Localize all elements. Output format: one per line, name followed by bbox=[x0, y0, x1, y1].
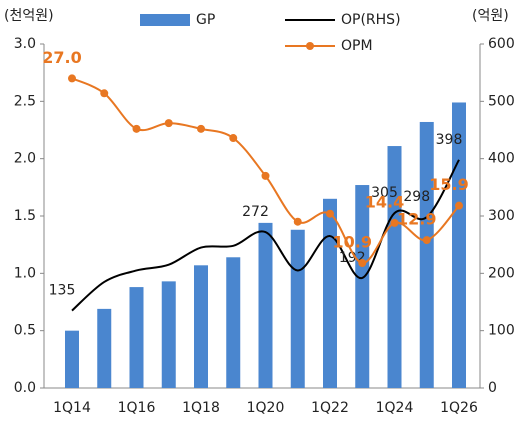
legend-marker bbox=[306, 42, 314, 50]
point bbox=[229, 134, 238, 143]
point bbox=[326, 209, 334, 218]
y2-tick-label: 400 bbox=[488, 151, 515, 167]
y-tick-label: 1.0 bbox=[14, 265, 36, 281]
y-tick-label: 1.5 bbox=[14, 208, 36, 224]
x-tick-label: 1Q16 bbox=[118, 400, 156, 416]
bar bbox=[452, 102, 466, 388]
point bbox=[68, 74, 76, 83]
y-tick-label: 0.5 bbox=[14, 323, 36, 339]
y2-tick-label: 300 bbox=[488, 208, 515, 224]
point bbox=[164, 119, 173, 128]
y-axis-title: (천억원) bbox=[4, 8, 54, 24]
bar bbox=[419, 121, 434, 389]
y-tick-label: 0.0 bbox=[14, 380, 36, 396]
data-label: 14.4 bbox=[365, 192, 404, 211]
bar bbox=[65, 330, 79, 388]
bar bbox=[355, 185, 370, 388]
y-tick-label: 2.5 bbox=[14, 93, 36, 109]
point bbox=[293, 217, 302, 226]
data-label: 27.0 bbox=[42, 48, 81, 67]
bar bbox=[129, 287, 144, 388]
legend-label: OP(RHS) bbox=[341, 12, 401, 28]
data-label: 398 bbox=[436, 132, 463, 148]
point bbox=[197, 124, 205, 133]
point bbox=[455, 201, 463, 210]
data-label: 272 bbox=[242, 204, 269, 220]
point bbox=[132, 124, 141, 133]
x-tick-label: 1Q24 bbox=[376, 400, 414, 416]
data-label: 10.9 bbox=[333, 233, 372, 252]
point bbox=[261, 171, 270, 180]
bar bbox=[194, 265, 208, 388]
y2-tick-label: 0 bbox=[488, 380, 497, 396]
point bbox=[390, 218, 399, 227]
point bbox=[358, 259, 367, 268]
y-tick-label: 3.0 bbox=[14, 36, 36, 52]
bar bbox=[323, 198, 337, 388]
point bbox=[100, 89, 109, 98]
data-label: 305 bbox=[371, 185, 398, 201]
x-tick-label: 1Q18 bbox=[182, 400, 220, 416]
bar bbox=[387, 146, 402, 388]
y2-axis-title: (억원) bbox=[472, 8, 509, 24]
y2-tick-label: 600 bbox=[488, 36, 515, 52]
data-label: 15.9 bbox=[429, 175, 468, 194]
bar bbox=[161, 281, 176, 388]
point bbox=[422, 236, 431, 245]
bar bbox=[97, 308, 112, 388]
data-label: 135 bbox=[49, 283, 76, 299]
legend-label: OPM bbox=[341, 38, 373, 54]
data-label: 298 bbox=[403, 189, 430, 205]
bar bbox=[226, 257, 241, 388]
x-tick-label: 1Q22 bbox=[311, 400, 349, 416]
bar bbox=[258, 222, 273, 388]
y2-tick-label: 200 bbox=[488, 265, 515, 281]
legend-label: GP bbox=[196, 12, 215, 28]
data-label: 12.9 bbox=[397, 210, 436, 229]
x-tick-label: 1Q14 bbox=[53, 400, 91, 416]
y2-tick-label: 100 bbox=[488, 323, 515, 339]
y2-tick-label: 500 bbox=[488, 93, 515, 109]
x-tick-label: 1Q20 bbox=[247, 400, 285, 416]
x-tick-label: 1Q26 bbox=[440, 400, 478, 416]
legend-swatch bbox=[140, 14, 190, 26]
y-tick-label: 2.0 bbox=[14, 151, 36, 167]
line bbox=[71, 159, 460, 312]
bar bbox=[290, 229, 305, 388]
